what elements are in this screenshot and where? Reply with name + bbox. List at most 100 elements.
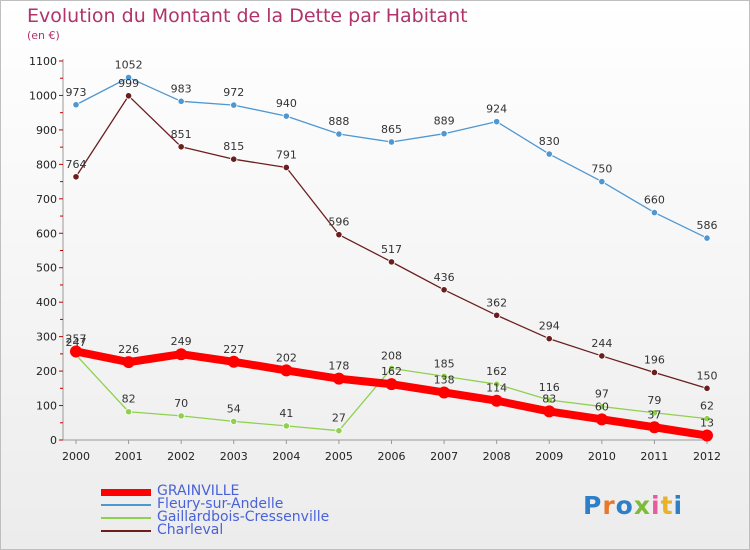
data-label: 13 xyxy=(700,417,714,430)
data-label: 227 xyxy=(223,343,244,356)
data-point xyxy=(543,405,556,418)
data-point xyxy=(701,429,713,442)
data-label: 972 xyxy=(223,86,244,99)
logo-letter: P xyxy=(583,491,603,520)
data-point xyxy=(280,364,293,377)
data-point xyxy=(493,118,501,126)
y-tick-label: 700 xyxy=(36,193,57,206)
x-tick-label: 2000 xyxy=(62,450,90,463)
chart-title: Evolution du Montant de la Dette par Hab… xyxy=(27,5,468,27)
legend-label: GRAINVILLE xyxy=(157,483,240,499)
logo-letter: o xyxy=(615,491,634,520)
data-label: 138 xyxy=(434,373,455,386)
data-point xyxy=(387,258,396,266)
x-tick-label: 2005 xyxy=(325,450,353,463)
x-tick-label: 2012 xyxy=(693,450,721,463)
data-point xyxy=(122,356,135,369)
x-tick-label: 2004 xyxy=(272,450,300,463)
x-tick-label: 2010 xyxy=(588,450,616,463)
data-point xyxy=(648,421,661,434)
data-label: 257 xyxy=(66,332,87,345)
data-point xyxy=(72,101,80,109)
data-point xyxy=(282,422,290,430)
data-point xyxy=(282,163,290,172)
data-label: 889 xyxy=(434,115,455,128)
proxiti-logo: Proxiti xyxy=(583,491,683,520)
y-tick-label: 200 xyxy=(36,365,57,378)
data-label: 247 xyxy=(66,336,87,349)
y-tick-label: 800 xyxy=(36,158,57,171)
data-label: 114 xyxy=(486,382,507,395)
data-label: 865 xyxy=(381,123,402,136)
x-tick-label: 2003 xyxy=(220,450,248,463)
data-label: 924 xyxy=(486,103,507,116)
y-tick-label: 400 xyxy=(36,296,57,309)
logo-letter: x xyxy=(633,491,651,520)
data-label: 596 xyxy=(328,216,349,229)
data-point xyxy=(493,311,501,319)
data-label: 97 xyxy=(595,388,609,401)
data-label: 150 xyxy=(697,369,718,382)
data-point xyxy=(703,234,711,242)
data-label: 999 xyxy=(118,77,139,90)
data-label: 586 xyxy=(697,219,718,232)
legend-swatch xyxy=(101,488,151,496)
data-point xyxy=(493,380,501,388)
data-point xyxy=(175,348,188,361)
chart-unit: (en €) xyxy=(27,29,60,42)
series-line-fleury-sur-andelle xyxy=(75,76,708,239)
series-line-grainville xyxy=(72,347,711,440)
data-point xyxy=(227,355,240,368)
data-point xyxy=(177,97,185,105)
legend-label: Gaillardbois-Cressenville xyxy=(157,509,330,525)
logo-letter: i xyxy=(673,491,684,520)
data-point xyxy=(438,386,451,399)
data-point xyxy=(490,394,503,407)
data-label: 362 xyxy=(486,296,507,309)
data-point xyxy=(282,112,290,120)
x-tick-label: 2008 xyxy=(483,450,511,463)
y-tick-label: 1000 xyxy=(29,89,57,102)
data-label: 791 xyxy=(276,148,297,161)
data-point xyxy=(70,345,82,358)
data-label: 62 xyxy=(700,400,714,413)
legend-label: Fleury-sur-Andelle xyxy=(157,496,284,512)
data-label: 178 xyxy=(328,360,349,373)
data-label: 202 xyxy=(276,351,297,364)
data-label: 82 xyxy=(122,393,136,406)
data-point xyxy=(72,173,80,181)
data-point xyxy=(440,130,448,138)
logo-letter: i xyxy=(651,491,661,520)
x-tick-label: 2006 xyxy=(378,450,406,463)
data-point xyxy=(230,155,238,163)
x-tick-label: 2011 xyxy=(640,450,668,463)
data-point xyxy=(177,143,185,151)
data-label: 750 xyxy=(591,163,612,176)
legend-swatch xyxy=(101,517,151,519)
data-point xyxy=(650,409,659,417)
data-point xyxy=(650,209,659,217)
data-point xyxy=(230,101,238,109)
logo-letter: t xyxy=(660,491,674,520)
data-label: 41 xyxy=(279,407,293,420)
data-label: 83 xyxy=(542,392,556,405)
data-label: 888 xyxy=(328,115,349,128)
data-label: 1052 xyxy=(115,59,143,72)
data-label: 70 xyxy=(174,397,188,410)
y-tick-label: 300 xyxy=(36,331,57,344)
data-point xyxy=(598,402,606,411)
data-label: 815 xyxy=(223,140,244,153)
data-point xyxy=(332,372,345,385)
y-tick-label: 100 xyxy=(36,400,57,413)
y-tick-label: 0 xyxy=(50,434,57,447)
x-tick-label: 2007 xyxy=(430,450,458,463)
data-point xyxy=(230,417,238,425)
data-label: 517 xyxy=(381,243,402,256)
data-label: 54 xyxy=(227,402,241,415)
data-label: 208 xyxy=(381,349,402,362)
data-point xyxy=(387,138,396,146)
data-point xyxy=(440,372,448,380)
data-label: 162 xyxy=(381,365,402,378)
